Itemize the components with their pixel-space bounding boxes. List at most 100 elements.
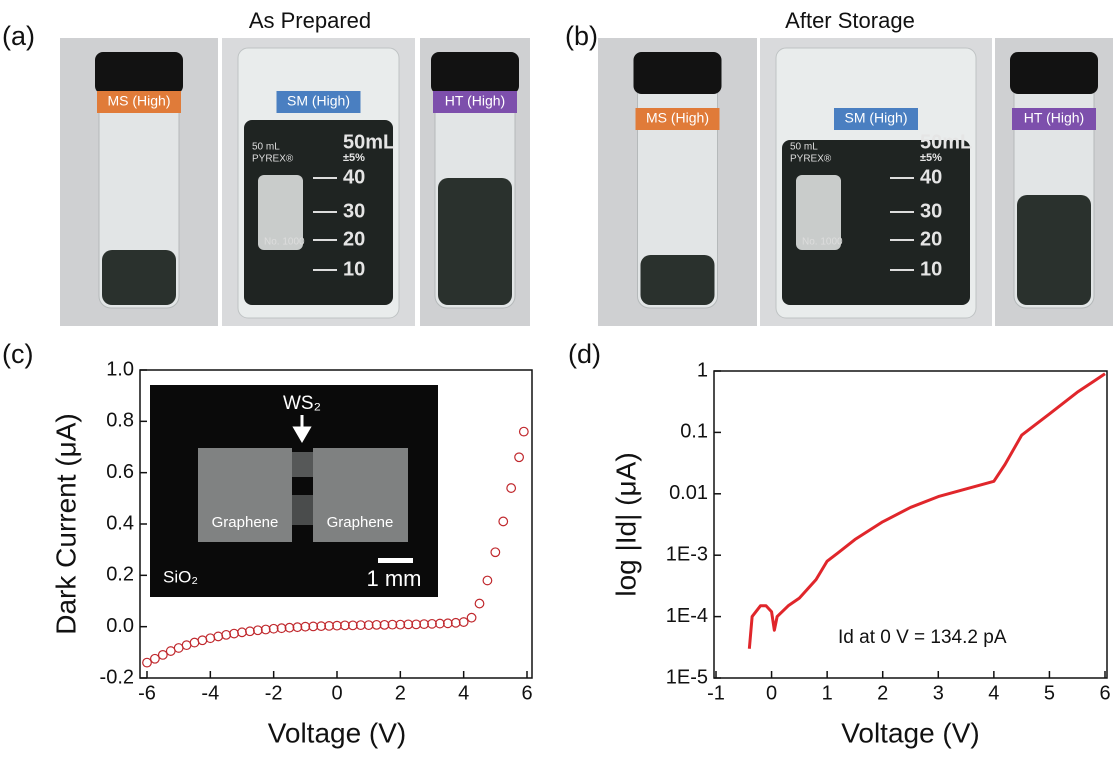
x-tick-label: 1 [822,682,833,704]
data-point [387,619,398,630]
graphene-pad [198,448,292,542]
data-point [157,650,168,660]
data-point [197,635,208,646]
data-point [514,452,524,463]
x-tick-label: 6 [521,682,532,704]
beaker-print: PYREX® [790,154,832,165]
data-point [474,598,485,609]
beaker-mark: 20 [343,228,365,250]
vial-cap [95,52,183,94]
panel-label: (c) [2,339,33,369]
plot-frame [713,370,1108,679]
vial-tag-label: HT (High) [1024,110,1084,126]
beaker-print: PYREX® [252,154,294,165]
data-point [435,618,445,629]
vial-cap [431,52,519,94]
vial-tag-label: SM (High) [844,110,907,126]
data-point [395,619,406,630]
data-point [427,618,437,629]
y-tick-label: 0.01 [669,482,708,504]
vial-tag-label: MS (High) [107,93,170,109]
data-point [347,620,358,631]
vial-liquid [102,250,176,305]
inset-label: Graphene [327,514,394,531]
inset-label: SiO₂ [163,567,198,586]
data-point [379,619,390,630]
data-point [165,646,176,656]
beaker-print: 50 mL [790,142,818,153]
data-point [482,575,493,586]
vial-tag [97,91,181,113]
beaker-mark: 20 [920,228,942,250]
data-point [276,623,287,634]
y-tick-label: 1 [697,359,708,381]
beaker-mark: 50mL [920,131,972,153]
scale-bar [378,558,413,563]
x-axis-label: Voltage (V) [268,717,407,748]
panel-title: As Prepared [249,8,371,33]
y-tick-label: 0.6 [106,461,134,483]
x-tick-label: -6 [138,682,156,704]
data-point [340,620,350,631]
data-point [284,622,295,633]
x-tick-label: 4 [988,682,999,704]
y-tick-label: 1.0 [106,358,134,380]
data-line [747,372,1106,649]
beaker-mark: ±5% [920,152,942,164]
x-tick-label: 0 [331,682,342,704]
vial-tag [1012,108,1096,130]
y-tick-label: 0.8 [106,410,134,432]
inset-label: 1 mm [367,566,422,591]
y-axis-label: Dark Current (μA) [50,413,81,635]
y-tick-label: 0.0 [106,615,134,637]
vial-tag [834,108,918,130]
x-tick-label: 4 [458,682,469,704]
data-point [458,617,469,627]
vial-tag-label: SM (High) [287,93,350,109]
data-point [498,516,509,527]
beaker-print: 50 mL [252,142,280,153]
data-point [237,627,247,638]
x-tick-label: -2 [265,682,283,704]
y-tick-label: 0.2 [106,564,134,586]
data-point [442,618,453,629]
data-point [450,617,461,628]
beaker-mark: 50mL [343,131,395,153]
graphene-pad [313,448,408,542]
y-tick-label: 0.1 [680,421,708,443]
x-tick-label: 5 [1044,682,1055,704]
panel-label: (a) [2,21,35,51]
data-point [150,653,160,664]
data-point [490,547,501,558]
x-tick-label: 2 [877,682,888,704]
data-point [268,623,279,634]
panel-title: After Storage [785,8,915,33]
x-axis-label: Voltage (V) [841,717,980,748]
data-point [142,657,152,668]
x-tick-label: -1 [707,682,725,704]
data-point [221,629,232,640]
vial-liquid [1017,195,1091,305]
y-tick-label: 1E-4 [666,605,708,627]
vial-cap [1010,52,1098,94]
data-point [308,621,319,632]
vial-cap [633,52,722,94]
data-point [189,637,200,648]
y-tick-label: 0.4 [106,512,134,534]
x-tick-label: 6 [1099,682,1110,704]
beaker-mark: 30 [920,200,942,222]
data-point [403,619,414,630]
ws2-channel [292,452,313,477]
y-tick-label: 1E-3 [666,543,708,565]
beaker-patch [258,175,303,250]
vial-liquid [640,255,715,305]
x-tick-label: 2 [395,682,406,704]
vial-tag-label: HT (High) [445,93,505,109]
x-tick-label: -4 [201,682,219,704]
beaker-mark: 40 [920,166,942,188]
data-point [205,633,216,644]
beaker-mark: 40 [343,166,365,188]
data-point [363,620,374,631]
vial-tag [276,91,361,113]
